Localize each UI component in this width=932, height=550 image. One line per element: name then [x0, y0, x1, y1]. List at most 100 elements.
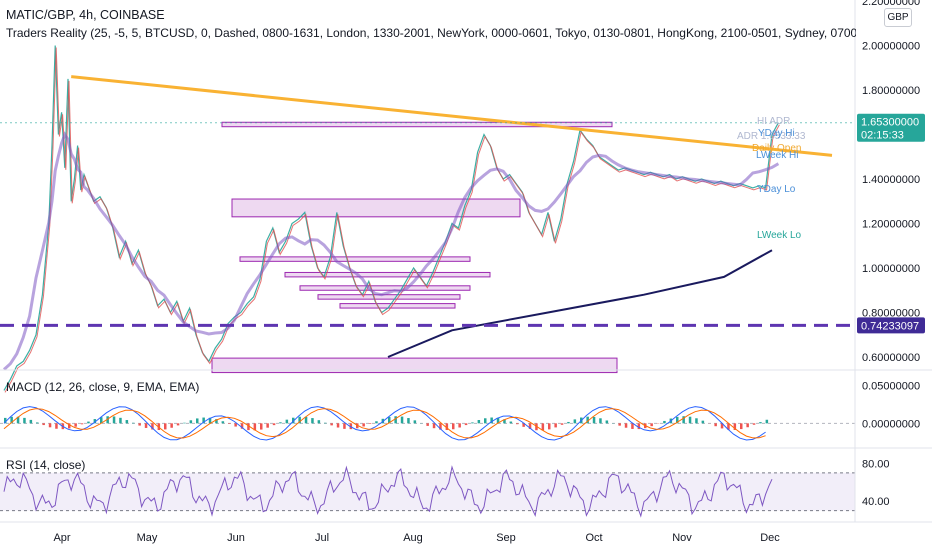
zone-box: [339, 303, 456, 309]
macd-histogram-bar: [413, 420, 417, 424]
x-tick-label: Apr: [53, 532, 70, 544]
macd-histogram-bar: [631, 423, 634, 429]
chart-title: MATIC/GBP, 4h, COINBASE: [6, 8, 165, 22]
macd-histogram-bar: [29, 419, 33, 424]
macd-histogram-bar: [400, 416, 404, 424]
macd-histogram-bar: [663, 420, 666, 424]
macd-histogram-bar: [464, 423, 468, 426]
macd-histogram-bar: [272, 423, 276, 426]
macd-histogram-bar: [10, 416, 13, 424]
x-tick-label: Aug: [403, 532, 423, 544]
macd-histogram-bar: [36, 422, 39, 424]
macd-histogram-bar: [349, 423, 353, 430]
macd-histogram-bar: [560, 423, 564, 425]
chart-annotation: YDay Lo: [757, 184, 796, 195]
macd-histogram-bar: [746, 423, 749, 428]
zone-box: [317, 294, 461, 300]
macd-histogram-bar: [496, 417, 500, 424]
y-tick-label: 2.20000000: [862, 0, 920, 8]
macd-histogram-bar: [119, 417, 122, 424]
macd-histogram-bar: [356, 423, 359, 429]
level-price-tag: [857, 317, 925, 334]
chart-annotation: LWeek Hi: [756, 150, 798, 161]
macd-histogram-bar: [445, 423, 449, 431]
y-tick-label: 2.00000000: [862, 41, 920, 53]
macd-histogram-bar: [16, 416, 20, 424]
macd-histogram-bar: [23, 417, 26, 424]
macd-histogram-bar: [368, 423, 372, 424]
macd-histogram-bar: [240, 423, 244, 429]
macd-histogram-bar: [324, 422, 327, 424]
zone-box: [211, 357, 618, 374]
chart-annotation: ADR 1.6533.33: [737, 131, 806, 142]
macd-histogram-bar: [599, 418, 602, 424]
macd-histogram-bar: [144, 423, 148, 428]
macd-histogram-bar: [458, 423, 461, 428]
currency-button[interactable]: GBP: [884, 8, 912, 27]
macd-histogram-bar: [170, 423, 173, 428]
macd-histogram-bar: [714, 423, 717, 427]
y-tick-label: 1.20000000: [862, 219, 920, 231]
y-tick-label: 0.60000000: [862, 352, 920, 364]
macd-histogram-bar: [292, 417, 295, 424]
macd-histogram-bar: [522, 423, 525, 427]
macd-tick-label: 0.05000000: [862, 381, 920, 393]
zone-box: [284, 271, 491, 278]
macd-histogram-bar: [55, 423, 58, 429]
macd-histogram-bar: [516, 423, 519, 425]
macd-histogram-bar: [151, 423, 154, 430]
macd-histogram-bar: [100, 417, 103, 424]
macd-histogram-bar: [247, 423, 250, 431]
macd-histogram-bar: [637, 423, 641, 430]
x-tick-label: Jun: [227, 532, 245, 544]
price-line-red: [4, 47, 780, 393]
macd-histogram-bar: [695, 418, 698, 424]
macd-histogram-bar: [317, 420, 321, 424]
macd-histogram-bar: [682, 416, 685, 424]
x-tick-label: Nov: [672, 532, 692, 544]
zone-box: [239, 256, 471, 262]
macd-line: [3, 406, 766, 441]
macd-histogram-bar: [484, 418, 487, 424]
macd-histogram-bar: [509, 421, 513, 424]
macd-histogram-bar: [567, 421, 570, 424]
macd-histogram-bar: [528, 423, 532, 429]
chart-annotation: YDay Hi: [758, 128, 795, 139]
x-tick-label: Dec: [760, 532, 780, 544]
rsi-band: [0, 472, 855, 511]
macd-histogram-bar: [426, 423, 429, 426]
zone-box: [299, 285, 471, 291]
zone-box: [231, 198, 521, 218]
chart-annotation: HI ADR: [757, 116, 790, 127]
macd-histogram-bar: [48, 423, 52, 428]
macd-histogram-bar: [298, 416, 301, 424]
macd-histogram-bar: [253, 423, 257, 431]
macd-histogram-bar: [362, 423, 365, 427]
current-price-tag: [857, 113, 925, 142]
macd-histogram-bar: [93, 419, 97, 424]
macd-histogram-bar: [164, 423, 167, 430]
macd-histogram-bar: [196, 418, 199, 424]
macd-histogram-bar: [80, 423, 84, 425]
macd-histogram-bar: [720, 423, 724, 429]
macd-histogram-bar: [650, 423, 653, 427]
signal-line: [3, 408, 766, 439]
rsi-legend: RSI (14, close): [6, 458, 86, 472]
macd-histogram-bar: [228, 423, 231, 424]
orange-trendline: [71, 75, 833, 157]
macd-histogram-bar: [701, 420, 705, 424]
macd-histogram-bar: [68, 423, 71, 429]
macd-histogram-bar: [279, 422, 282, 424]
macd-histogram-bar: [432, 423, 436, 429]
macd-histogram-bar: [125, 420, 129, 424]
macd-histogram-bar: [215, 419, 218, 424]
macd-histogram-bar: [477, 420, 481, 424]
y-tick-label: 1.80000000: [862, 85, 920, 97]
macd-histogram-bar: [336, 423, 340, 428]
macd-histogram-bar: [688, 416, 692, 424]
macd-histogram-bar: [733, 423, 737, 430]
price-line-teal: [3, 45, 779, 391]
macd-histogram-bar: [752, 423, 756, 425]
macd-histogram-bar: [490, 417, 493, 424]
